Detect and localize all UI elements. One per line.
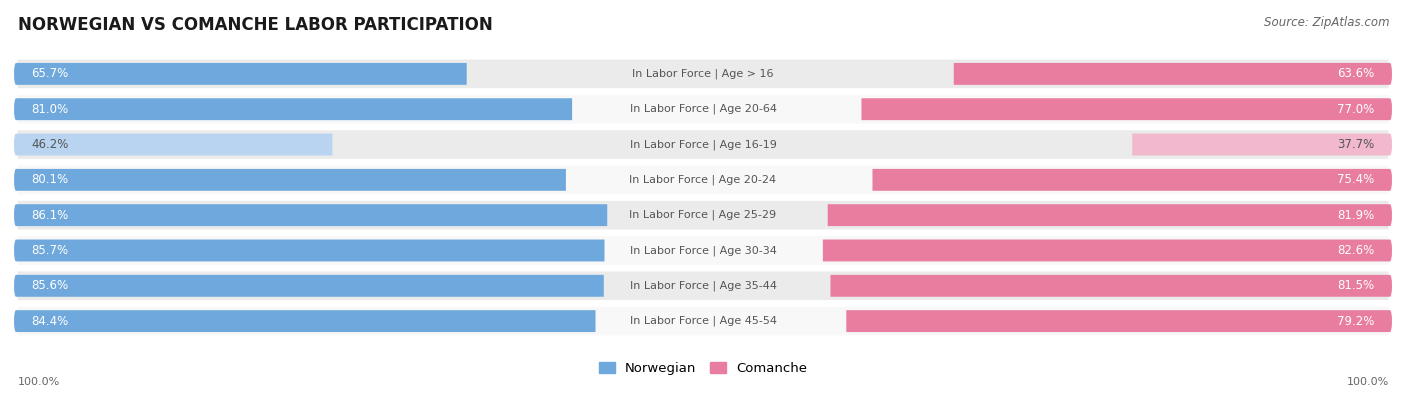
- PathPatch shape: [873, 169, 1392, 191]
- Text: 84.4%: 84.4%: [31, 314, 69, 327]
- FancyBboxPatch shape: [17, 95, 1389, 124]
- PathPatch shape: [14, 204, 607, 226]
- PathPatch shape: [846, 310, 1392, 332]
- Text: Source: ZipAtlas.com: Source: ZipAtlas.com: [1264, 16, 1389, 29]
- Text: 37.7%: 37.7%: [1337, 138, 1375, 151]
- Text: In Labor Force | Age 25-29: In Labor Force | Age 25-29: [630, 210, 776, 220]
- PathPatch shape: [953, 63, 1392, 85]
- PathPatch shape: [1132, 134, 1392, 156]
- FancyBboxPatch shape: [17, 201, 1389, 229]
- FancyBboxPatch shape: [17, 60, 1389, 88]
- FancyBboxPatch shape: [17, 271, 1389, 300]
- PathPatch shape: [14, 310, 596, 332]
- Text: 63.6%: 63.6%: [1337, 68, 1375, 81]
- Text: 77.0%: 77.0%: [1337, 103, 1375, 116]
- Text: 85.7%: 85.7%: [31, 244, 69, 257]
- Text: In Labor Force | Age > 16: In Labor Force | Age > 16: [633, 69, 773, 79]
- Text: 81.9%: 81.9%: [1337, 209, 1375, 222]
- Text: In Labor Force | Age 20-24: In Labor Force | Age 20-24: [630, 175, 776, 185]
- Text: 85.6%: 85.6%: [31, 279, 69, 292]
- PathPatch shape: [14, 275, 603, 297]
- Text: In Labor Force | Age 30-34: In Labor Force | Age 30-34: [630, 245, 776, 256]
- Text: 82.6%: 82.6%: [1337, 244, 1375, 257]
- PathPatch shape: [823, 239, 1392, 261]
- Text: 75.4%: 75.4%: [1337, 173, 1375, 186]
- Text: 81.5%: 81.5%: [1337, 279, 1375, 292]
- PathPatch shape: [14, 134, 332, 156]
- Text: 79.2%: 79.2%: [1337, 314, 1375, 327]
- PathPatch shape: [828, 204, 1392, 226]
- Text: 86.1%: 86.1%: [31, 209, 69, 222]
- Text: In Labor Force | Age 35-44: In Labor Force | Age 35-44: [630, 280, 776, 291]
- Text: 46.2%: 46.2%: [31, 138, 69, 151]
- PathPatch shape: [14, 239, 605, 261]
- PathPatch shape: [14, 98, 572, 120]
- Text: NORWEGIAN VS COMANCHE LABOR PARTICIPATION: NORWEGIAN VS COMANCHE LABOR PARTICIPATIO…: [18, 16, 494, 34]
- Text: 81.0%: 81.0%: [31, 103, 69, 116]
- Text: 100.0%: 100.0%: [18, 377, 60, 387]
- Text: 100.0%: 100.0%: [1347, 377, 1389, 387]
- Text: In Labor Force | Age 45-54: In Labor Force | Age 45-54: [630, 316, 776, 326]
- Text: 65.7%: 65.7%: [31, 68, 69, 81]
- Text: 80.1%: 80.1%: [31, 173, 69, 186]
- FancyBboxPatch shape: [17, 307, 1389, 335]
- PathPatch shape: [831, 275, 1392, 297]
- Text: In Labor Force | Age 20-64: In Labor Force | Age 20-64: [630, 104, 776, 115]
- Legend: Norwegian, Comanche: Norwegian, Comanche: [593, 356, 813, 380]
- FancyBboxPatch shape: [17, 166, 1389, 194]
- FancyBboxPatch shape: [17, 236, 1389, 265]
- PathPatch shape: [14, 63, 467, 85]
- PathPatch shape: [14, 169, 565, 191]
- Text: In Labor Force | Age 16-19: In Labor Force | Age 16-19: [630, 139, 776, 150]
- FancyBboxPatch shape: [17, 130, 1389, 159]
- PathPatch shape: [862, 98, 1392, 120]
